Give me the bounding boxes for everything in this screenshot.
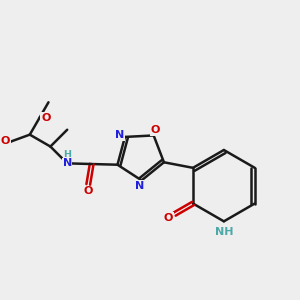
Text: N: N xyxy=(115,130,124,140)
Text: NH: NH xyxy=(214,227,233,237)
Text: O: O xyxy=(1,136,10,146)
Text: H: H xyxy=(63,150,71,159)
Text: N: N xyxy=(63,158,72,168)
Text: N: N xyxy=(135,181,145,191)
Text: O: O xyxy=(151,125,160,135)
Text: O: O xyxy=(84,186,93,196)
Text: O: O xyxy=(164,213,173,223)
Text: O: O xyxy=(41,112,50,123)
